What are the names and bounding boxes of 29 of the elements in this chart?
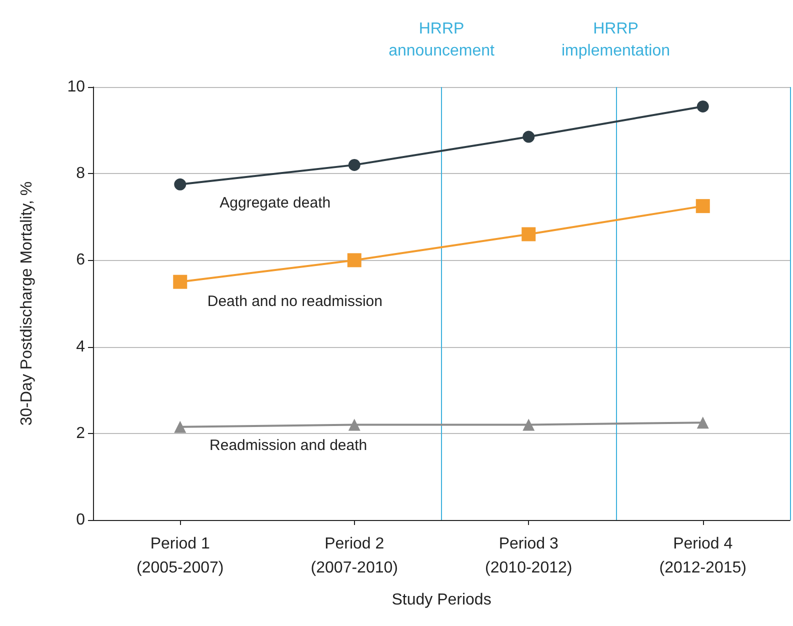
series-label: Death and no readmission [207, 292, 382, 310]
y-tick-label: 2 [76, 424, 86, 442]
x-tick-label: Period 1 (2005-2007) [136, 536, 224, 576]
point [696, 100, 709, 112]
y-tick-label: 0 [76, 512, 86, 528]
point [347, 253, 362, 268]
y-axis-title: 30-Day Postdischarge Mortality, % [18, 181, 36, 426]
x-tick-label: Period 4 (2012-2015) [659, 536, 746, 576]
y-tick-label: 10 [67, 78, 86, 96]
point [348, 158, 360, 171]
y-tick-label: 6 [76, 252, 86, 269]
series-label: Readmission and death [210, 436, 368, 454]
point [174, 178, 186, 190]
x-axis-title: Study Periods [392, 592, 492, 608]
point [696, 199, 710, 214]
x-tick-label: Period 2 (2007-2010) [310, 536, 398, 576]
point [522, 227, 536, 242]
text: HRRP announcement [388, 20, 495, 60]
x-tick-label: Period 3 (2010-2012) [485, 536, 572, 576]
y-tick-label: 4 [76, 338, 86, 356]
text: HRRP implementation [562, 20, 670, 60]
point [522, 130, 535, 143]
point [173, 274, 188, 289]
series-label: Aggregate death [220, 194, 331, 212]
point [696, 416, 709, 429]
point [174, 420, 186, 433]
y-tick-label: 8 [76, 165, 86, 182]
point [522, 418, 535, 431]
point [348, 418, 360, 431]
